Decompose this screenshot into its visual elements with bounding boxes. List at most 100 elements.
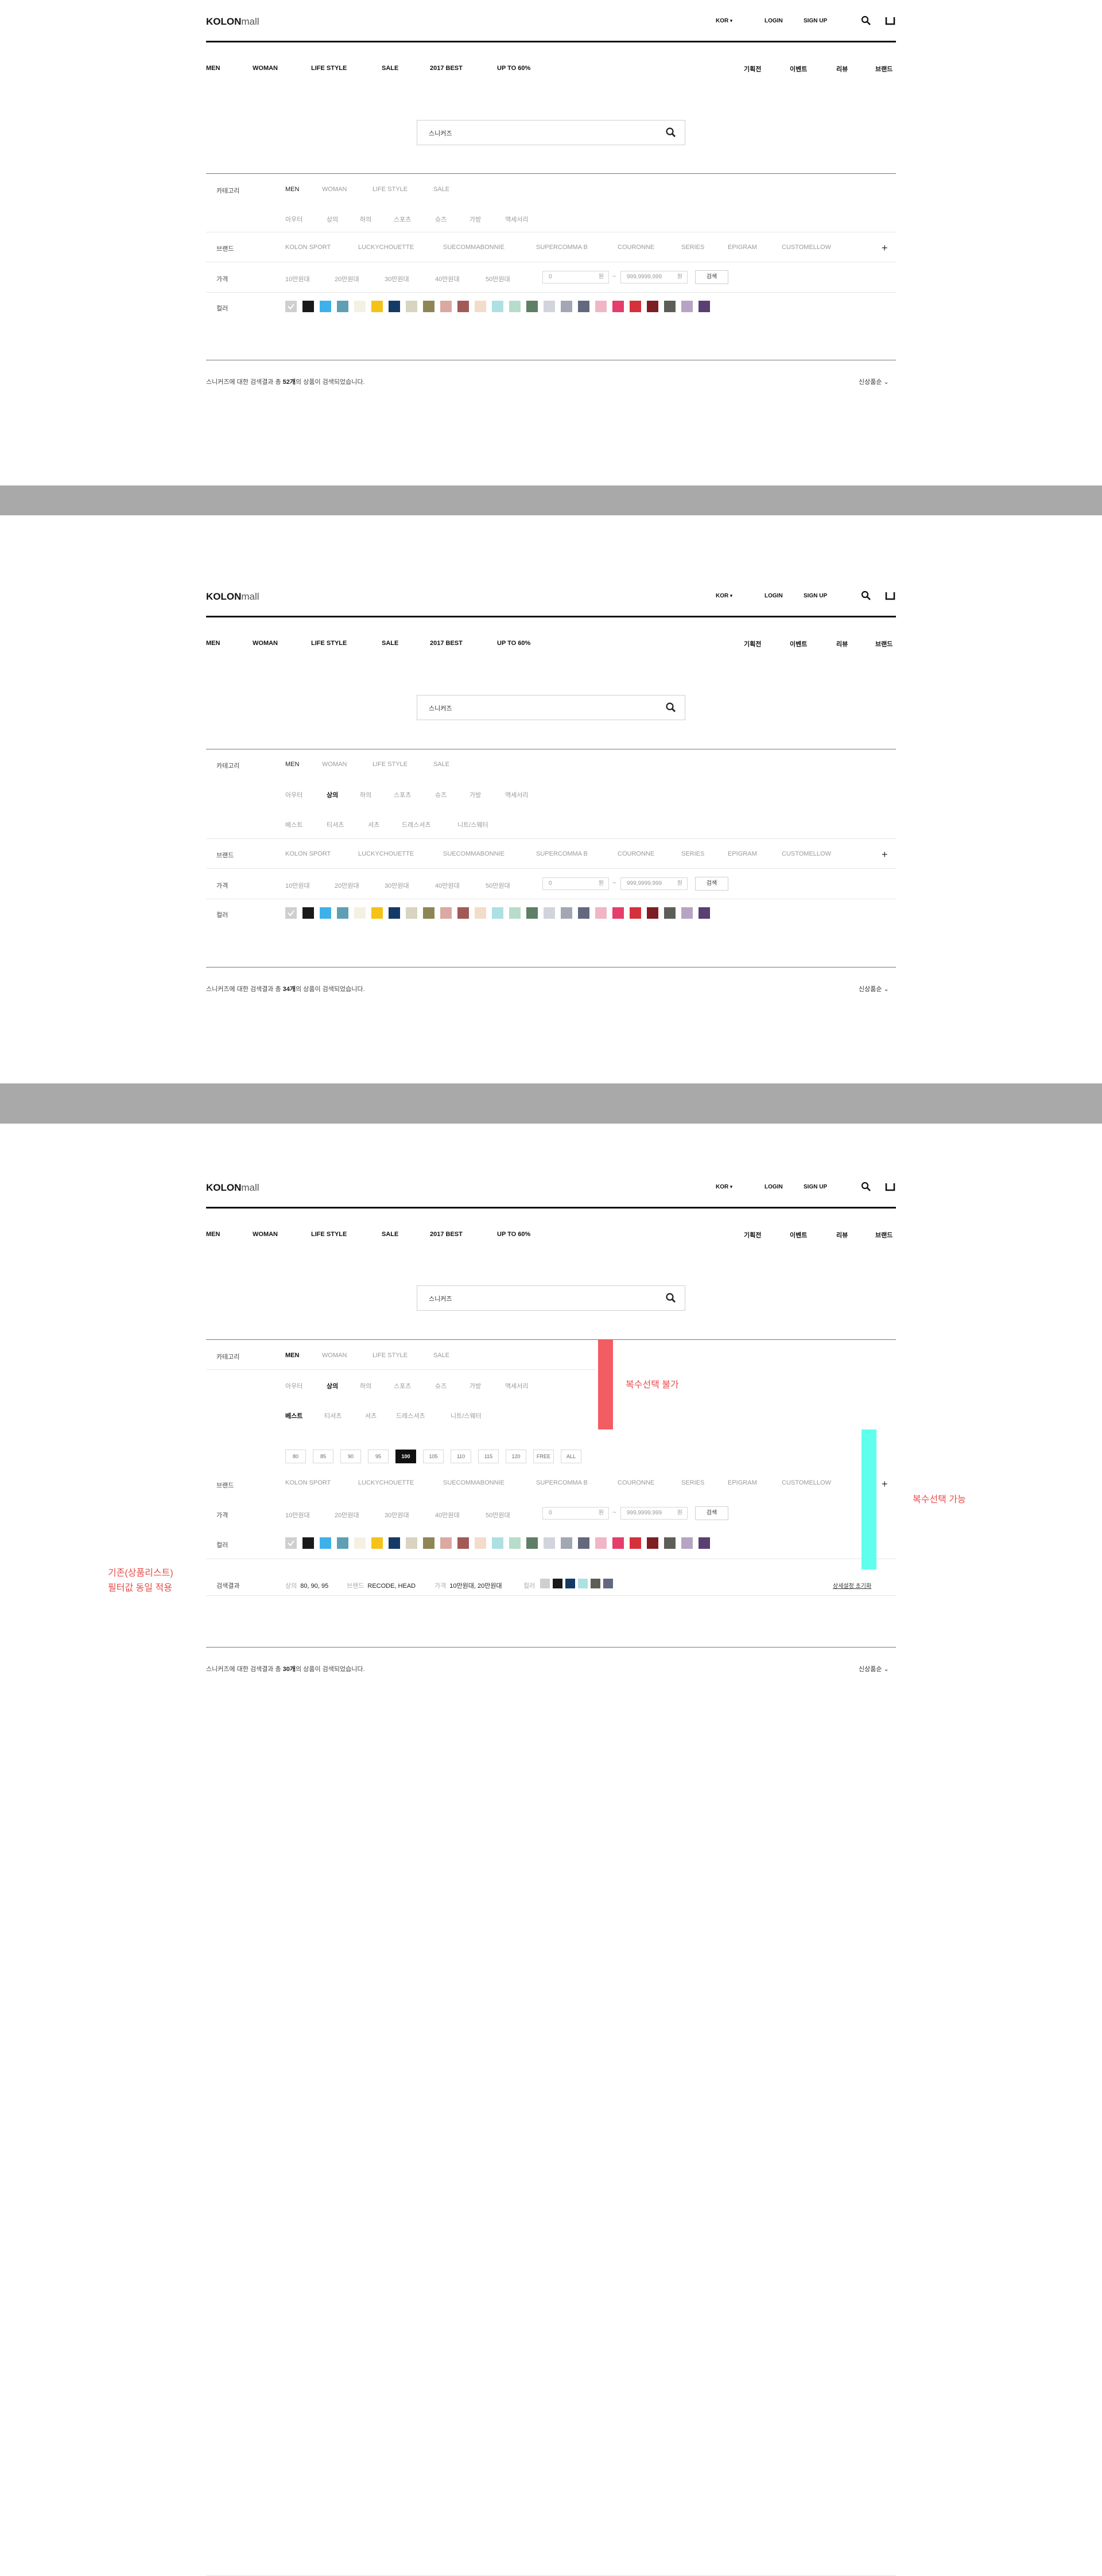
- category-sale[interactable]: SALE: [433, 761, 450, 768]
- subcat-shoes[interactable]: 슈즈: [435, 216, 447, 223]
- category-woman[interactable]: WOMAN: [322, 186, 347, 193]
- color-swatch[interactable]: [389, 1537, 400, 1549]
- category-woman[interactable]: WOMAN: [322, 761, 347, 768]
- brand-suecommabonnie[interactable]: SUECOMMABONNIE: [443, 244, 505, 251]
- subsub-tshirt[interactable]: 티셔츠: [324, 1413, 342, 1420]
- price-10[interactable]: 10만원대: [285, 883, 310, 889]
- color-swatch[interactable]: [561, 907, 572, 919]
- gnb-sale[interactable]: SALE: [382, 1231, 399, 1238]
- subsub-best[interactable]: 베스트: [285, 822, 303, 829]
- search-icon[interactable]: [665, 127, 677, 138]
- subcat-outer[interactable]: 아우터: [285, 1383, 303, 1390]
- color-swatch[interactable]: [406, 301, 417, 312]
- size-option[interactable]: 85: [313, 1450, 333, 1463]
- brand-luckychouette[interactable]: LUCKYCHOUETTE: [358, 1479, 414, 1486]
- lang-select[interactable]: KOR: [716, 18, 732, 24]
- reset-filters-link[interactable]: 상세설정 초기화: [833, 1583, 872, 1590]
- color-swatch[interactable]: [526, 1537, 538, 1549]
- subsub-tshirt[interactable]: 티셔츠: [327, 822, 344, 829]
- color-swatch[interactable]: [578, 1537, 589, 1549]
- gnb-men[interactable]: MEN: [206, 640, 220, 647]
- subcat-acc[interactable]: 액세서리: [505, 216, 529, 223]
- color-swatch[interactable]: [492, 907, 503, 919]
- size-option[interactable]: ALL: [561, 1450, 581, 1463]
- color-swatch[interactable]: [492, 1537, 503, 1549]
- subsub-dressshirt[interactable]: 드레스셔츠: [402, 822, 431, 829]
- color-swatch[interactable]: [595, 301, 607, 312]
- color-swatch[interactable]: [526, 907, 538, 919]
- price-30[interactable]: 30만원대: [385, 883, 409, 889]
- brand-series[interactable]: SERIES: [681, 1479, 705, 1486]
- color-swatch[interactable]: [509, 907, 521, 919]
- category-lifestyle[interactable]: LIFE STYLE: [372, 186, 408, 193]
- nav-brand[interactable]: 브랜드: [875, 641, 893, 648]
- subcat-bottom[interactable]: 하의: [360, 216, 372, 223]
- size-option[interactable]: 80: [285, 1450, 306, 1463]
- color-swatch[interactable]: [457, 907, 469, 919]
- cart-icon[interactable]: [885, 16, 895, 25]
- gnb-lifestyle[interactable]: LIFE STYLE: [311, 1231, 347, 1238]
- subcat-top[interactable]: 상의: [327, 216, 339, 223]
- color-swatch[interactable]: [337, 301, 348, 312]
- subsub-shirt[interactable]: 셔츠: [365, 1413, 377, 1420]
- brand-suecommabonnie[interactable]: SUECOMMABONNIE: [443, 1479, 505, 1486]
- category-sale[interactable]: SALE: [433, 186, 450, 193]
- color-swatch[interactable]: [699, 1537, 710, 1549]
- brand-luckychouette[interactable]: LUCKYCHOUETTE: [358, 850, 414, 857]
- color-swatch[interactable]: [647, 301, 658, 312]
- color-swatch[interactable]: [612, 301, 624, 312]
- nav-brand[interactable]: 브랜드: [875, 1232, 893, 1239]
- price-search-button[interactable]: 검색: [695, 1506, 728, 1520]
- color-swatch[interactable]: [389, 907, 400, 919]
- gnb-upto[interactable]: UP TO 60%: [497, 65, 531, 72]
- category-woman[interactable]: WOMAN: [322, 1352, 347, 1359]
- sort-select[interactable]: 신상품순 ⌄: [859, 1666, 889, 1673]
- subcat-outer[interactable]: 아우터: [285, 792, 303, 799]
- color-swatch[interactable]: [354, 1537, 366, 1549]
- price-30[interactable]: 30만원대: [385, 1512, 409, 1519]
- brand-luckychouette[interactable]: LUCKYCHOUETTE: [358, 244, 414, 251]
- price-search-button[interactable]: 검색: [695, 270, 728, 284]
- nav-event[interactable]: 이벤트: [790, 66, 808, 73]
- color-swatch[interactable]: [492, 301, 503, 312]
- subcat-acc[interactable]: 액세서리: [505, 1383, 529, 1390]
- subcat-bottom[interactable]: 하의: [360, 792, 372, 799]
- login-link[interactable]: LOGIN: [765, 18, 783, 24]
- color-swatch[interactable]: [406, 907, 417, 919]
- subcat-sports[interactable]: 스포츠: [394, 216, 412, 223]
- gnb-men[interactable]: MEN: [206, 1231, 220, 1238]
- color-swatch[interactable]: [475, 301, 486, 312]
- color-swatch[interactable]: [578, 907, 589, 919]
- cart-icon[interactable]: [885, 1182, 895, 1191]
- color-swatch[interactable]: [664, 301, 676, 312]
- size-option[interactable]: 115: [478, 1450, 499, 1463]
- color-swatch[interactable]: [647, 1537, 658, 1549]
- gnb-sale[interactable]: SALE: [382, 65, 399, 72]
- color-swatch[interactable]: [320, 1537, 331, 1549]
- color-swatch[interactable]: [612, 907, 624, 919]
- subsub-best[interactable]: 베스트: [285, 1413, 303, 1420]
- subcat-bag[interactable]: 가방: [469, 216, 482, 223]
- login-link[interactable]: LOGIN: [765, 593, 783, 599]
- price-40[interactable]: 40만원대: [435, 1512, 460, 1519]
- nav-event[interactable]: 이벤트: [790, 1232, 808, 1239]
- size-option[interactable]: 100: [395, 1450, 416, 1463]
- color-swatch[interactable]: [699, 907, 710, 919]
- nav-exhibition[interactable]: 기획전: [744, 66, 762, 73]
- price-10[interactable]: 10만원대: [285, 1512, 310, 1519]
- brand-epigram[interactable]: EPIGRAM: [728, 1479, 757, 1486]
- price-10[interactable]: 10만원대: [285, 276, 310, 283]
- brand-series[interactable]: SERIES: [681, 244, 705, 251]
- search-query[interactable]: 스니커즈: [429, 705, 452, 712]
- size-option[interactable]: 95: [368, 1450, 389, 1463]
- subcat-shoes[interactable]: 슈즈: [435, 1383, 447, 1390]
- search-box[interactable]: 스니커즈: [417, 695, 685, 720]
- logo[interactable]: KOLONmall: [206, 591, 259, 602]
- brand-couronne[interactable]: COURONNE: [618, 244, 655, 251]
- color-swatch[interactable]: [440, 301, 452, 312]
- color-swatch[interactable]: [337, 907, 348, 919]
- price-30[interactable]: 30만원대: [385, 276, 409, 283]
- sort-select[interactable]: 신상품순 ⌄: [859, 986, 889, 993]
